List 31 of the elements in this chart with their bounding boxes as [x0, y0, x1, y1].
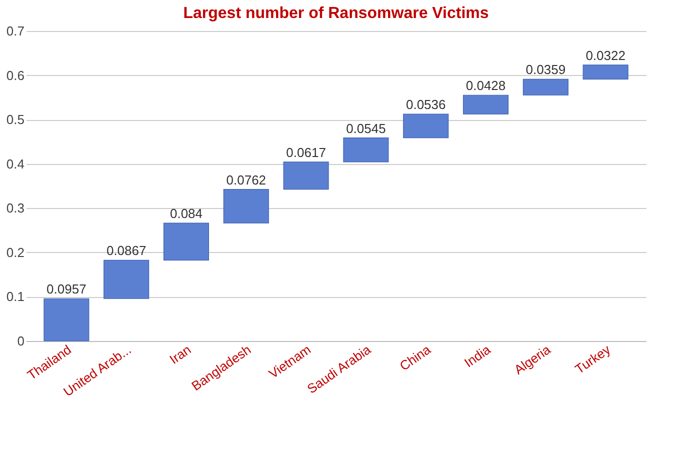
bar: [582, 64, 628, 80]
data-label: 0.0617: [286, 144, 326, 160]
y-tick-label: 0.1: [6, 289, 24, 304]
x-tick-label: India: [462, 341, 494, 370]
data-label: 0.0428: [466, 78, 506, 94]
bar: [163, 222, 210, 261]
y-tick-label: 0.6: [6, 68, 24, 83]
y-tick-label: 0.4: [6, 156, 24, 172]
data-label: 0.0536: [406, 97, 446, 112]
bar: [343, 138, 389, 162]
data-label: 0.0867: [106, 243, 146, 258]
data-label: 0.0545: [346, 120, 386, 136]
y-tick-label: 0.3: [6, 200, 24, 216]
data-label: 0.0762: [226, 172, 266, 188]
bar: [403, 114, 449, 138]
x-tick-label: Iran: [166, 342, 194, 367]
data-label: 0.084: [170, 206, 203, 222]
bar: [283, 162, 329, 190]
chart-title: Largest number of Ransomware Victims: [183, 5, 489, 22]
bar: [223, 188, 269, 224]
y-tick-label: 0: [17, 334, 24, 348]
y-tick-label: 0.5: [6, 112, 24, 128]
data-label: 0.0359: [526, 62, 566, 78]
data-label: 0.0322: [586, 48, 626, 63]
bar: [522, 78, 568, 96]
y-tick-label: 0.7: [6, 24, 24, 38]
data-label: 0.0957: [46, 282, 86, 297]
y-tick-label: 0.2: [6, 244, 24, 260]
bar: [44, 298, 90, 342]
bar: [104, 260, 150, 299]
bar: [462, 94, 509, 114]
